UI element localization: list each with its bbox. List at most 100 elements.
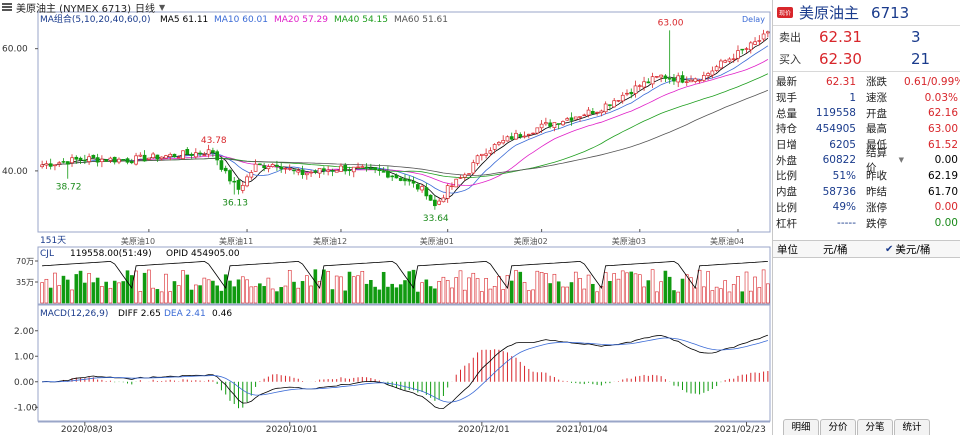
candle-body <box>48 163 53 167</box>
candle-body <box>667 78 672 80</box>
volume-bar <box>275 291 279 304</box>
volume-bar <box>462 289 467 304</box>
tab-detail[interactable]: 明细 <box>783 419 819 435</box>
stat-row: 比例 49% 涨停 0.00 <box>776 200 960 216</box>
volume-bar <box>202 277 207 304</box>
candle-body <box>620 94 625 102</box>
bid-volume: 21 <box>911 50 931 68</box>
candle-body <box>142 154 147 162</box>
stat-label: 外盘 <box>776 154 797 167</box>
volume-bar <box>369 280 373 304</box>
volume-bar <box>108 287 113 304</box>
candle-body <box>467 173 471 175</box>
volume-bar <box>117 282 121 304</box>
volume-bar <box>236 279 241 304</box>
volume-bar <box>377 289 382 304</box>
candle-body <box>479 153 484 156</box>
volume-bar <box>300 281 305 304</box>
candle-body <box>121 159 126 161</box>
candle-body <box>582 114 587 117</box>
stat-row: 日增 6205 最低 61.52 <box>776 137 960 153</box>
candle-body <box>689 79 693 83</box>
volume-tick-label: 70万 <box>16 257 34 266</box>
volume-bar <box>561 286 565 304</box>
chart-toolbar: 美原油主 (NYMEX 6713) 日线 ▼ <box>2 0 166 15</box>
menu-icon[interactable] <box>2 3 12 11</box>
volume-bar <box>74 274 79 304</box>
candle-body <box>176 156 181 159</box>
candle-body <box>693 78 698 82</box>
volume-bar <box>48 287 53 304</box>
volume-bar <box>87 273 91 304</box>
ma60-line <box>42 89 769 176</box>
volume-bar <box>390 283 394 304</box>
candle-body <box>70 157 74 164</box>
check-icon[interactable]: ✔ <box>885 243 894 255</box>
candle-body <box>74 156 79 160</box>
volume-bar <box>296 287 301 304</box>
volume-bar <box>219 290 224 304</box>
volume-bar <box>608 281 612 304</box>
candle-body <box>676 75 681 83</box>
tab-price-dist[interactable]: 分价 <box>820 419 856 435</box>
stat-label: 现手 <box>776 92 797 105</box>
candle-body <box>561 121 565 126</box>
volume-bar <box>539 272 544 304</box>
candle-body <box>300 169 305 175</box>
volume-bar <box>450 287 454 304</box>
volume-bar <box>441 276 446 304</box>
candle-body <box>471 162 476 174</box>
kline-chart[interactable]: 60.00 40.00 43.78 38.72 36.13 33.64 63.00 MA组合(… <box>0 0 772 435</box>
unit-value: 元/桶 <box>823 243 848 256</box>
volume-bar <box>279 287 283 304</box>
tab-ticks[interactable]: 分笔 <box>857 419 893 435</box>
stat-value: 62.31 <box>825 75 856 88</box>
candle-body <box>552 122 557 128</box>
candle-body <box>258 163 262 166</box>
ask-row: 卖出 62.31 3 <box>779 26 954 48</box>
candle-body <box>672 77 676 82</box>
candle-body <box>608 104 612 106</box>
chevron-down-icon[interactable]: ▼ <box>898 156 904 165</box>
candle-body <box>514 132 518 140</box>
candle-body <box>95 157 100 163</box>
candle-body <box>761 33 766 40</box>
volume-bar <box>181 270 185 304</box>
macd-legend: MACD(12,26,9) <box>40 309 108 319</box>
stat-label: 涨跌 <box>866 76 887 89</box>
candle-body <box>488 150 493 154</box>
candle-body <box>437 200 441 205</box>
stat-row: 杠杆 ----- 跌停 0.00 <box>776 215 960 231</box>
candle-body <box>181 150 185 159</box>
period-selector[interactable]: 日线 <box>135 3 155 15</box>
volume-bar <box>761 269 766 304</box>
panel-tabs: 明细 分价 分笔 统计 <box>783 419 931 435</box>
volume-bar <box>445 280 450 304</box>
volume-bar <box>322 269 326 304</box>
volume-bar <box>70 289 74 304</box>
candle-body <box>369 167 373 170</box>
currency-toggle[interactable]: 美元/桶 <box>895 243 931 256</box>
candle-body <box>215 151 220 161</box>
panel-frame <box>37 304 771 422</box>
candle-body <box>539 123 544 129</box>
volume-bar <box>57 285 62 304</box>
month-label: 美原油02 <box>514 236 548 246</box>
candle-body <box>304 172 309 176</box>
candle-body <box>740 48 745 51</box>
volume-bar <box>573 271 578 304</box>
candle-body <box>710 70 715 76</box>
bid-ask-box: 卖出 62.31 3 买入 62.30 21 <box>773 26 960 72</box>
chart-area[interactable]: 60.00 40.00 43.78 38.72 36.13 33.64 63.00 MA组合(… <box>0 0 772 435</box>
price-tick-label: 60.00 <box>2 45 28 55</box>
volume-bar <box>347 271 352 304</box>
candle-body <box>134 155 138 165</box>
candle-body <box>727 58 732 62</box>
volume-bar <box>249 286 254 304</box>
candle-body <box>590 111 595 115</box>
tab-stats[interactable]: 统计 <box>894 419 930 435</box>
month-label: 美原油12 <box>313 236 347 246</box>
chevron-down-icon[interactable]: ▼ <box>159 2 166 12</box>
volume-bar <box>326 271 330 304</box>
candle-body <box>663 75 668 79</box>
